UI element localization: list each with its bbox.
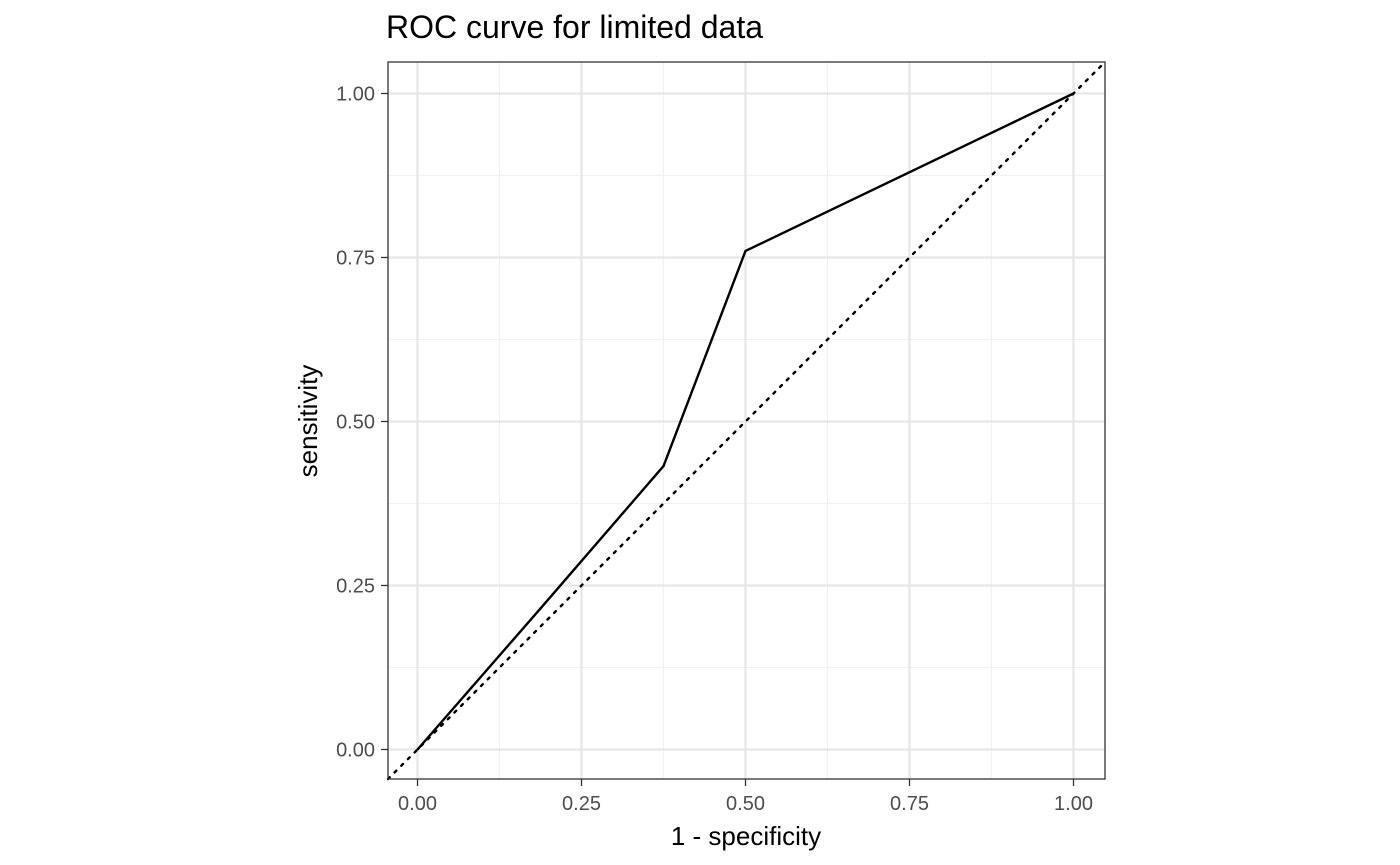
y-tick-label: 0.50: [336, 411, 375, 433]
roc-point: [539, 607, 542, 610]
plot-panel: [386, 60, 1107, 781]
roc-point: [416, 748, 419, 751]
x-tick-label: 0.75: [890, 793, 929, 815]
y-tick-label: 1.00: [336, 83, 375, 105]
panel-border: [387, 61, 1106, 780]
chart-title: ROC curve for limited data: [386, 9, 763, 45]
y-axis-title: sensitivity: [293, 365, 323, 478]
reference-diagonal-line: [386, 60, 1107, 781]
major-gridlines: [388, 62, 1105, 779]
x-axis: 0.00 0.25 0.50 0.75 1.00: [398, 779, 1093, 815]
roc-point: [744, 249, 747, 253]
x-tick-label: 0.00: [398, 793, 437, 815]
x-axis-title: 1 - specificity: [671, 821, 821, 851]
roc-point: [1072, 92, 1075, 95]
y-tick-label: 0.00: [336, 739, 375, 761]
x-tick-label: 1.00: [1054, 793, 1093, 815]
x-tick-label: 0.50: [726, 793, 765, 815]
y-tick-label: 0.25: [336, 575, 375, 597]
x-tick-label: 0.25: [562, 793, 601, 815]
roc-point: [662, 464, 665, 468]
roc-series: [416, 92, 1075, 751]
y-tick-label: 0.75: [336, 247, 375, 269]
y-axis: 0.00 0.25 0.50 0.75 1.00: [336, 83, 388, 761]
